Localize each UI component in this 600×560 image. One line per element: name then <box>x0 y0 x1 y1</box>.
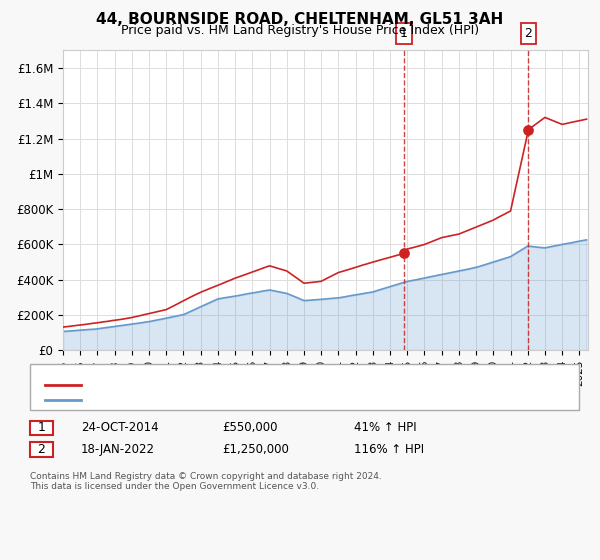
Text: 41% ↑ HPI: 41% ↑ HPI <box>354 421 416 435</box>
Text: 24-OCT-2014: 24-OCT-2014 <box>81 421 158 435</box>
Text: 1: 1 <box>37 421 46 435</box>
Point <box>399 249 409 258</box>
Text: 2: 2 <box>37 443 46 456</box>
Text: £550,000: £550,000 <box>222 421 277 435</box>
Text: 116% ↑ HPI: 116% ↑ HPI <box>354 443 424 456</box>
Point <box>524 125 533 134</box>
Text: 1: 1 <box>400 27 408 40</box>
Text: 44, BOURNSIDE ROAD, CHELTENHAM, GL51 3AH: 44, BOURNSIDE ROAD, CHELTENHAM, GL51 3AH <box>97 12 503 27</box>
Text: Price paid vs. HM Land Registry's House Price Index (HPI): Price paid vs. HM Land Registry's House … <box>121 24 479 37</box>
Text: Contains HM Land Registry data © Crown copyright and database right 2024.
This d: Contains HM Land Registry data © Crown c… <box>30 472 382 491</box>
Text: £1,250,000: £1,250,000 <box>222 443 289 456</box>
Text: HPI: Average price, detached house, Cheltenham: HPI: Average price, detached house, Chel… <box>89 395 346 405</box>
Text: 2: 2 <box>524 27 532 40</box>
Text: 44, BOURNSIDE ROAD, CHELTENHAM, GL51 3AH (detached house): 44, BOURNSIDE ROAD, CHELTENHAM, GL51 3AH… <box>89 380 434 390</box>
Text: 18-JAN-2022: 18-JAN-2022 <box>81 443 155 456</box>
